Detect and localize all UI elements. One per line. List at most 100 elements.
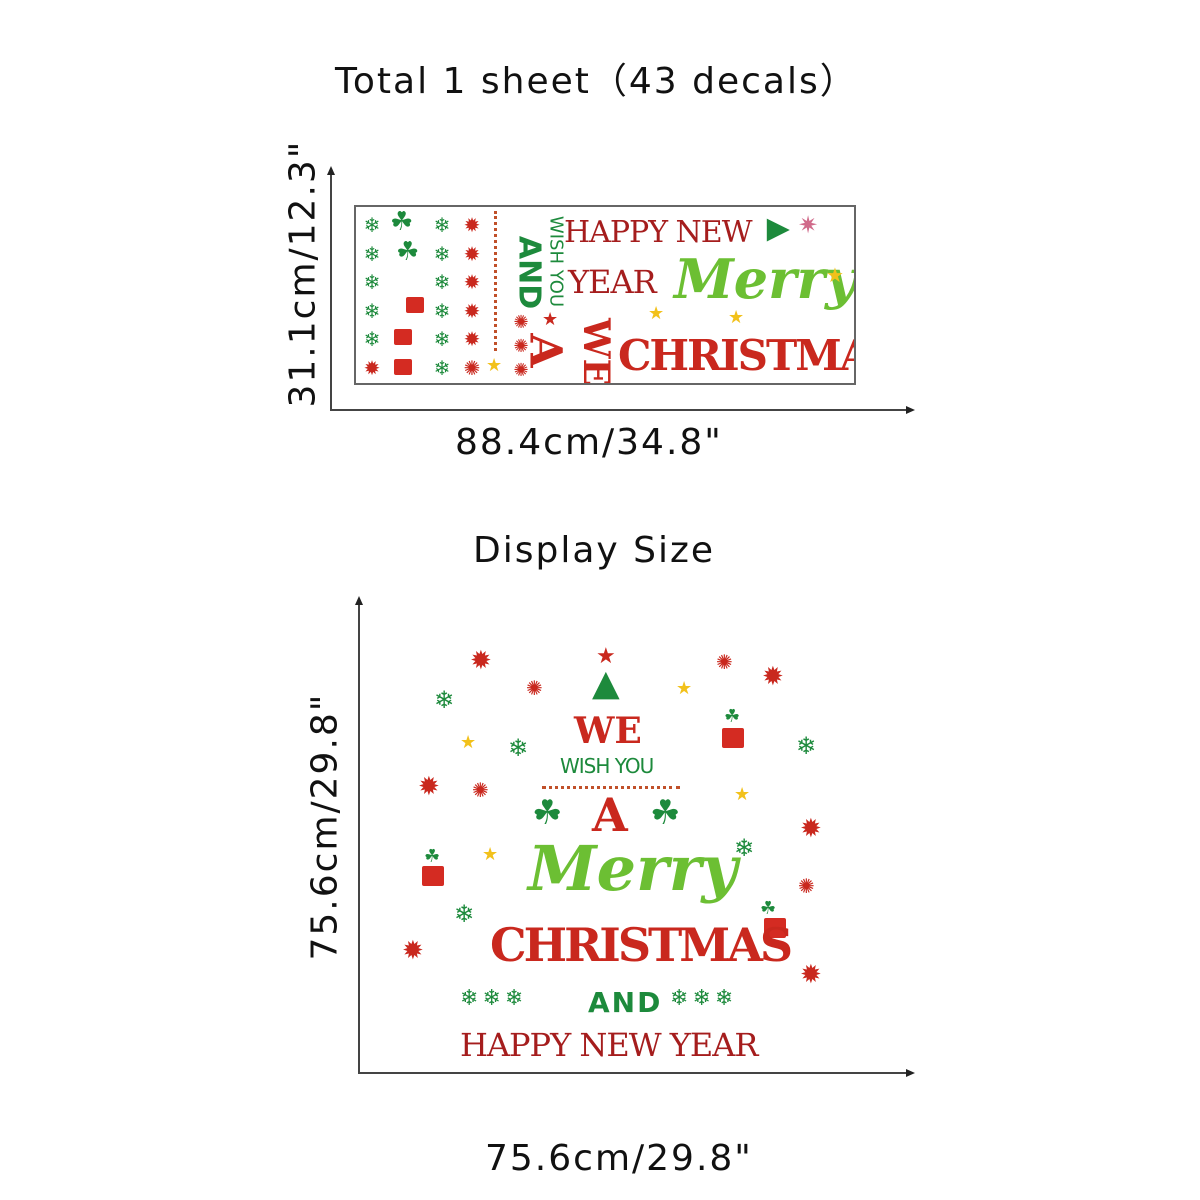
star-sparkle-icon: ★	[728, 307, 745, 328]
wish-you-text: WISH YOU	[560, 754, 654, 778]
tree-icon: ▲	[762, 218, 798, 242]
snowflake-icon: ❄	[734, 834, 755, 862]
christmas-text: CHRISTMAS	[490, 918, 793, 972]
red-snowflake-icon: ✹	[470, 646, 492, 676]
snowflake-icon: ❄	[363, 213, 381, 237]
red-snowflake-icon: ✹	[800, 960, 822, 990]
red-snowflake-icon: ✹	[463, 270, 481, 294]
display-arrangement: ✹ ❄ ✺ ★ ▲ ★ ✺ ✹ ☘ ★ ❄ ❄ ✹ ✺ ★ ✹ ❄ ☘ ★ ✺ …	[360, 600, 900, 1070]
flower-icon: ✺	[513, 360, 529, 381]
snowflake-icon: ❄	[670, 986, 693, 1011]
gift-icon	[764, 918, 786, 938]
gift-icon	[394, 359, 412, 375]
gift-icon	[722, 728, 744, 748]
star-sparkle-icon: ★	[648, 303, 665, 324]
flower-column: ✺ ✺ ✺	[510, 311, 532, 383]
snowflake-icon: ❄	[363, 298, 381, 323]
snowflake-icon: ❄	[714, 986, 738, 1011]
display-width-label: 75.6cm/29.8"	[485, 1138, 753, 1179]
red-snowflake-icon: ✹	[463, 241, 481, 266]
gift-icon	[422, 866, 444, 886]
display-height-axis	[358, 602, 360, 1074]
snowflake-icon: ❄	[433, 213, 451, 237]
red-snowflake-icon: ✹	[363, 355, 381, 380]
flower-icon: ✺	[472, 778, 489, 802]
red-snowflake-icon: ✹	[762, 662, 784, 692]
display-height-arrow-icon	[355, 596, 363, 605]
and-text: AND	[511, 235, 547, 310]
holly-icon: ☘	[650, 793, 681, 833]
holly-icon: ☘	[532, 793, 563, 833]
gift-icon	[406, 297, 424, 313]
dotted-divider	[542, 786, 680, 789]
snowflake-icon: ❄	[363, 327, 381, 351]
snowflake-icon: ❄	[433, 270, 451, 294]
a-text: A	[592, 788, 628, 842]
snowflake-row-right: ❄❄❄	[670, 988, 737, 1010]
star-sparkle-icon: ★	[482, 844, 499, 865]
sparkle-tree-icon: ✷	[798, 211, 819, 239]
star-sparkle-icon: ★	[734, 784, 751, 805]
red-snowflake-icon: ✹	[418, 772, 440, 802]
gift-icon	[394, 329, 412, 345]
merry-text: Merry	[528, 832, 738, 905]
dotted-divider	[494, 211, 497, 351]
display-width-arrow-icon	[906, 1069, 915, 1077]
we-text: WE	[574, 710, 642, 752]
snowflake-icon: ❄	[692, 986, 715, 1011]
snowflake-icon: ❄	[508, 734, 529, 762]
sheet-width-arrow-icon	[906, 406, 915, 414]
merry-text: Merry	[674, 247, 856, 311]
snowflake-icon: ❄	[796, 732, 817, 760]
snowflake-icon: ❄	[433, 241, 451, 266]
flower-icon: ✺	[513, 312, 529, 333]
star-sparkle-icon: ★	[460, 732, 477, 753]
snowflake-row-left: ❄❄❄	[460, 988, 527, 1010]
star-icon: ★	[542, 309, 559, 330]
christmas-text: CHRISTMAS	[618, 331, 854, 380]
flower-icon: ✺	[798, 874, 815, 898]
gift-ribbon-icon: ☘	[724, 706, 741, 727]
snowflake-icon: ❄	[460, 986, 483, 1011]
flower-icon: ✺	[463, 355, 481, 380]
red-snowflake-icon: ✹	[800, 814, 822, 844]
red-snowflake-icon: ✹	[402, 936, 424, 966]
holly-icon: ☘	[396, 237, 420, 267]
snowflake-icon: ❄	[482, 986, 505, 1011]
display-height-label: 75.6cm/29.8"	[304, 692, 346, 961]
tree-icon: ▲	[592, 663, 620, 704]
flower-icon: ✺	[716, 650, 733, 674]
snowflake-column: ❄ ❄ ❄ ❄ ❄ ❄	[430, 211, 454, 382]
happy-new-year-text: HAPPY NEW YEAR	[460, 1026, 758, 1064]
gift-ribbon-icon: ☘	[760, 898, 777, 919]
red-snowflake-icon: ✹	[463, 298, 481, 323]
holly-gift-column: ☘ ☘	[388, 209, 428, 381]
snowflake-icon: ❄	[363, 270, 381, 294]
star-sparkle-icon: ★	[826, 263, 844, 287]
red-snowflake-column: ✹ ✹ ✹ ✹ ✹ ✺	[460, 211, 484, 382]
sheet-height-label: 31.1cm/12.3"	[282, 139, 324, 408]
star-sparkle-icon: ★	[676, 678, 693, 699]
happy-new-text: HAPPY NEW	[564, 215, 753, 250]
red-snowflake-icon: ✹	[463, 213, 481, 237]
star-icon: ★	[596, 644, 616, 669]
sheet-height-axis	[330, 172, 332, 410]
sheet-width-label: 88.4cm/34.8"	[455, 422, 723, 463]
sheet-height-arrow-icon	[327, 166, 335, 175]
snowflake-icon: ❄	[363, 241, 381, 266]
snowflake-icon: ❄	[434, 686, 455, 714]
holly-icon: ☘	[390, 207, 414, 237]
red-snowflake-icon: ✹	[463, 327, 481, 351]
sheet-count-title: Total 1 sheet（43 decals）	[335, 61, 858, 102]
star-sparkle-icon: ★	[486, 355, 503, 376]
snowflake-icon: ❄	[433, 327, 451, 351]
we-text: WE	[574, 318, 617, 385]
year-text: YEAR	[568, 263, 657, 301]
snowflake-icon: ❄	[504, 986, 528, 1011]
gift-ribbon-icon: ☘	[424, 846, 441, 867]
flower-icon: ✺	[513, 336, 529, 357]
a-text: A	[519, 333, 571, 368]
snowflake-icon: ❄	[433, 298, 451, 323]
display-width-axis	[358, 1072, 908, 1074]
snowflake-icon: ❄	[433, 355, 451, 380]
